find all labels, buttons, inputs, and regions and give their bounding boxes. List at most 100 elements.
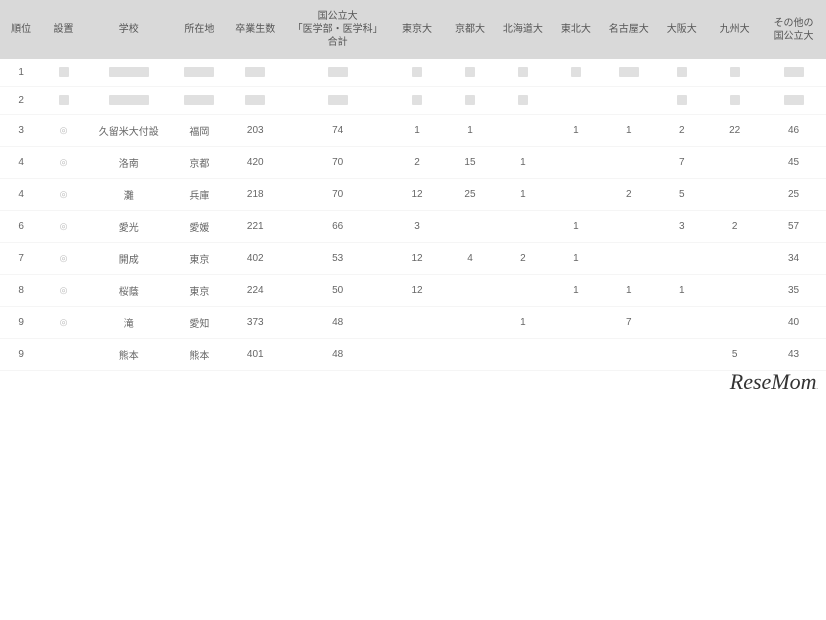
cell-setup bbox=[42, 87, 84, 115]
table-header: 順位 設置 学校 所在地 卒業生数 国公立大「医学部・医学科」合計 東京大 京都… bbox=[0, 0, 826, 59]
cell-location: 愛媛 bbox=[173, 211, 226, 243]
table-row: 8◎桜蔭東京224501211135 bbox=[0, 275, 826, 307]
header-osaka: 大阪大 bbox=[655, 0, 708, 59]
header-tokyo: 東京大 bbox=[391, 0, 444, 59]
cell-other: 35 bbox=[761, 275, 826, 307]
cell-nagoya bbox=[602, 339, 655, 371]
cell-setup: ◎ bbox=[42, 211, 84, 243]
table-row: 4◎洛南京都420702151745 bbox=[0, 147, 826, 179]
cell-osaka: 2 bbox=[655, 115, 708, 147]
cell-tohoku bbox=[549, 147, 602, 179]
cell-location: 東京 bbox=[173, 275, 226, 307]
cell-school: 熊本 bbox=[85, 339, 173, 371]
cell-school: 滝 bbox=[85, 307, 173, 339]
cell-graduates: 373 bbox=[226, 307, 285, 339]
cell-tohoku bbox=[549, 87, 602, 115]
cell-medical bbox=[285, 87, 391, 115]
cell-graduates: 420 bbox=[226, 147, 285, 179]
cell-hokkaido bbox=[496, 211, 549, 243]
cell-kyushu bbox=[708, 307, 761, 339]
cell-rank: 3 bbox=[0, 115, 42, 147]
cell-rank: 1 bbox=[0, 59, 42, 87]
cell-tohoku: 1 bbox=[549, 243, 602, 275]
cell-osaka: 1 bbox=[655, 275, 708, 307]
cell-graduates: 402 bbox=[226, 243, 285, 275]
header-graduates: 卒業生数 bbox=[226, 0, 285, 59]
cell-kyushu bbox=[708, 243, 761, 275]
table-body: 1 2 3◎久留米大付設福岡203741111222464◎洛南京都420702… bbox=[0, 59, 826, 371]
cell-osaka bbox=[655, 339, 708, 371]
cell-other: 46 bbox=[761, 115, 826, 147]
cell-kyushu bbox=[708, 59, 761, 87]
cell-nagoya: 7 bbox=[602, 307, 655, 339]
cell-tokyo: 12 bbox=[391, 179, 444, 211]
cell-medical: 70 bbox=[285, 147, 391, 179]
cell-other: 45 bbox=[761, 147, 826, 179]
cell-tokyo: 12 bbox=[391, 275, 444, 307]
cell-osaka: 7 bbox=[655, 147, 708, 179]
cell-kyoto bbox=[444, 211, 497, 243]
cell-rank: 6 bbox=[0, 211, 42, 243]
cell-tokyo: 3 bbox=[391, 211, 444, 243]
cell-location: 兵庫 bbox=[173, 179, 226, 211]
cell-school: 開成 bbox=[85, 243, 173, 275]
cell-other: 57 bbox=[761, 211, 826, 243]
cell-hokkaido: 1 bbox=[496, 179, 549, 211]
cell-graduates: 221 bbox=[226, 211, 285, 243]
cell-graduates bbox=[226, 59, 285, 87]
ranking-table: 順位 設置 学校 所在地 卒業生数 国公立大「医学部・医学科」合計 東京大 京都… bbox=[0, 0, 826, 371]
table-row: 3◎久留米大付設福岡20374111122246 bbox=[0, 115, 826, 147]
cell-other bbox=[761, 87, 826, 115]
header-hokkaido: 北海道大 bbox=[496, 0, 549, 59]
cell-location: 東京 bbox=[173, 243, 226, 275]
cell-rank: 9 bbox=[0, 339, 42, 371]
cell-nagoya bbox=[602, 87, 655, 115]
header-row: 順位 設置 学校 所在地 卒業生数 国公立大「医学部・医学科」合計 東京大 京都… bbox=[0, 0, 826, 59]
cell-osaka bbox=[655, 243, 708, 275]
cell-medical: 53 bbox=[285, 243, 391, 275]
cell-graduates bbox=[226, 87, 285, 115]
cell-kyushu bbox=[708, 275, 761, 307]
cell-graduates: 218 bbox=[226, 179, 285, 211]
header-medical: 国公立大「医学部・医学科」合計 bbox=[285, 0, 391, 59]
table-row: 9熊本熊本40148543 bbox=[0, 339, 826, 371]
cell-hokkaido bbox=[496, 87, 549, 115]
cell-hokkaido bbox=[496, 275, 549, 307]
header-tohoku: 東北大 bbox=[549, 0, 602, 59]
cell-school: 桜蔭 bbox=[85, 275, 173, 307]
cell-tokyo: 12 bbox=[391, 243, 444, 275]
cell-tokyo bbox=[391, 59, 444, 87]
cell-medical: 74 bbox=[285, 115, 391, 147]
cell-rank: 2 bbox=[0, 87, 42, 115]
cell-kyoto: 15 bbox=[444, 147, 497, 179]
header-location: 所在地 bbox=[173, 0, 226, 59]
cell-kyoto bbox=[444, 307, 497, 339]
cell-tokyo bbox=[391, 339, 444, 371]
cell-hokkaido bbox=[496, 59, 549, 87]
cell-tohoku: 1 bbox=[549, 275, 602, 307]
cell-school bbox=[85, 87, 173, 115]
cell-kyushu bbox=[708, 179, 761, 211]
cell-setup: ◎ bbox=[42, 179, 84, 211]
cell-hokkaido bbox=[496, 115, 549, 147]
cell-nagoya: 1 bbox=[602, 115, 655, 147]
cell-kyoto: 1 bbox=[444, 115, 497, 147]
cell-kyoto: 4 bbox=[444, 243, 497, 275]
cell-hokkaido: 1 bbox=[496, 307, 549, 339]
cell-medical: 48 bbox=[285, 307, 391, 339]
cell-kyushu bbox=[708, 147, 761, 179]
cell-rank: 7 bbox=[0, 243, 42, 275]
cell-setup: ◎ bbox=[42, 243, 84, 275]
cell-location bbox=[173, 87, 226, 115]
cell-setup: ◎ bbox=[42, 147, 84, 179]
table-row: 7◎開成東京402531242134 bbox=[0, 243, 826, 275]
cell-kyoto bbox=[444, 59, 497, 87]
cell-nagoya bbox=[602, 147, 655, 179]
cell-medical: 50 bbox=[285, 275, 391, 307]
cell-other bbox=[761, 59, 826, 87]
cell-tokyo bbox=[391, 87, 444, 115]
cell-location: 福岡 bbox=[173, 115, 226, 147]
cell-hokkaido bbox=[496, 339, 549, 371]
cell-osaka: 3 bbox=[655, 211, 708, 243]
cell-school bbox=[85, 59, 173, 87]
